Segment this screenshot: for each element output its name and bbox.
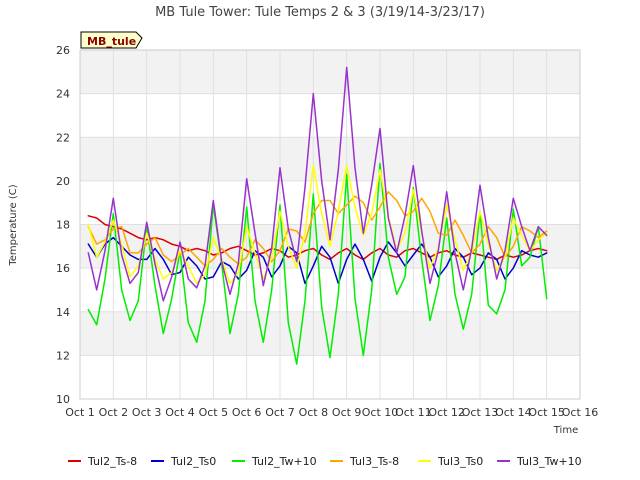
legend-item: Tul2_Ts0 <box>151 455 216 468</box>
legend-item: Tul3_Tw+10 <box>497 455 582 468</box>
legend-item: Tul3_Ts0 <box>418 455 483 468</box>
x-tick-label: Oct 2 <box>99 406 129 419</box>
y-tick-label: 14 <box>56 306 70 319</box>
plot-frame <box>79 49 581 400</box>
legend-label: Tul3_Ts0 <box>437 455 483 468</box>
y-tick-label: 12 <box>56 349 70 362</box>
plot-band <box>80 180 580 225</box>
x-tick-label: Oct 15 <box>528 406 565 419</box>
x-tick-label: Oct 8 <box>299 406 329 419</box>
legend-item: Tul2_Tw+10 <box>232 455 317 468</box>
series-line-tul2-tw-10 <box>87 162 548 365</box>
series-line-tul3-tw-10 <box>87 66 548 302</box>
x-tick-label: Oct 12 <box>428 406 465 419</box>
legend-label: Tul3_Ts-8 <box>349 455 399 468</box>
y-tick-label: 10 <box>56 393 70 406</box>
x-tick-label: Oct 3 <box>132 406 162 419</box>
x-tick-label: Oct 10 <box>362 406 399 419</box>
plot-background <box>80 50 580 399</box>
plot-band <box>80 355 580 399</box>
x-tick-label: Oct 1 <box>65 406 95 419</box>
x-tick-label: Oct 11 <box>395 406 432 419</box>
x-tick-label: Oct 4 <box>165 406 195 419</box>
legend-item: Tul3_Ts-8 <box>330 455 399 468</box>
legend: Tul2_Ts-8 Tul2_Ts0 Tul2_Tw+10 Tul3_Ts-8 Tul3… <box>68 455 582 468</box>
x-tick-label: Oct 13 <box>462 406 499 419</box>
x-tick-label: Oct 7 <box>265 406 295 419</box>
legend-label: Tul2_Ts-8 <box>87 455 137 468</box>
plot-band <box>80 137 580 181</box>
station-badge: MB_tule <box>80 31 143 49</box>
y-tick-label: 22 <box>56 131 70 144</box>
plot-band <box>80 93 580 138</box>
chart-title: MB Tule Tower: Tule Temps 2 & 3 (3/19/14… <box>155 5 485 20</box>
x-tick-label: Oct 9 <box>332 406 362 419</box>
badge-shape <box>80 31 143 49</box>
x-tick-label: Oct 6 <box>232 406 262 419</box>
badge-label: MB_tule <box>87 35 136 48</box>
y-tick-label: 16 <box>56 262 70 275</box>
y-axis-ticks: 10 12 14 16 18 20 22 24 26 <box>56 44 70 406</box>
y-tick-label: 18 <box>56 219 70 232</box>
x-axis-ticks: Oct 1 Oct 2 Oct 3 Oct 4 Oct 5 Oct 6 Oct 7 Oct 8… <box>65 406 598 419</box>
x-tick-label: Oct 5 <box>199 406 229 419</box>
series-lines <box>87 66 548 365</box>
x-tick-label: Oct 16 <box>562 406 599 419</box>
legend-label: Tul2_Ts0 <box>170 455 216 468</box>
y-tick-label: 24 <box>56 88 70 101</box>
x-axis-label: Time <box>553 425 578 436</box>
y-tick-label: 20 <box>56 175 70 188</box>
plot-band <box>80 50 580 94</box>
series-line-tul3-ts-8 <box>87 191 548 267</box>
x-tick-label: Oct 14 <box>495 406 532 419</box>
legend-label: Tul2_Tw+10 <box>251 455 317 468</box>
y-tick-label: 26 <box>56 44 70 57</box>
y-axis-label: Temperature (C) <box>8 184 19 266</box>
legend-item: Tul2_Ts-8 <box>68 455 137 468</box>
legend-label: Tul3_Tw+10 <box>516 455 582 468</box>
plot-band <box>80 311 580 356</box>
